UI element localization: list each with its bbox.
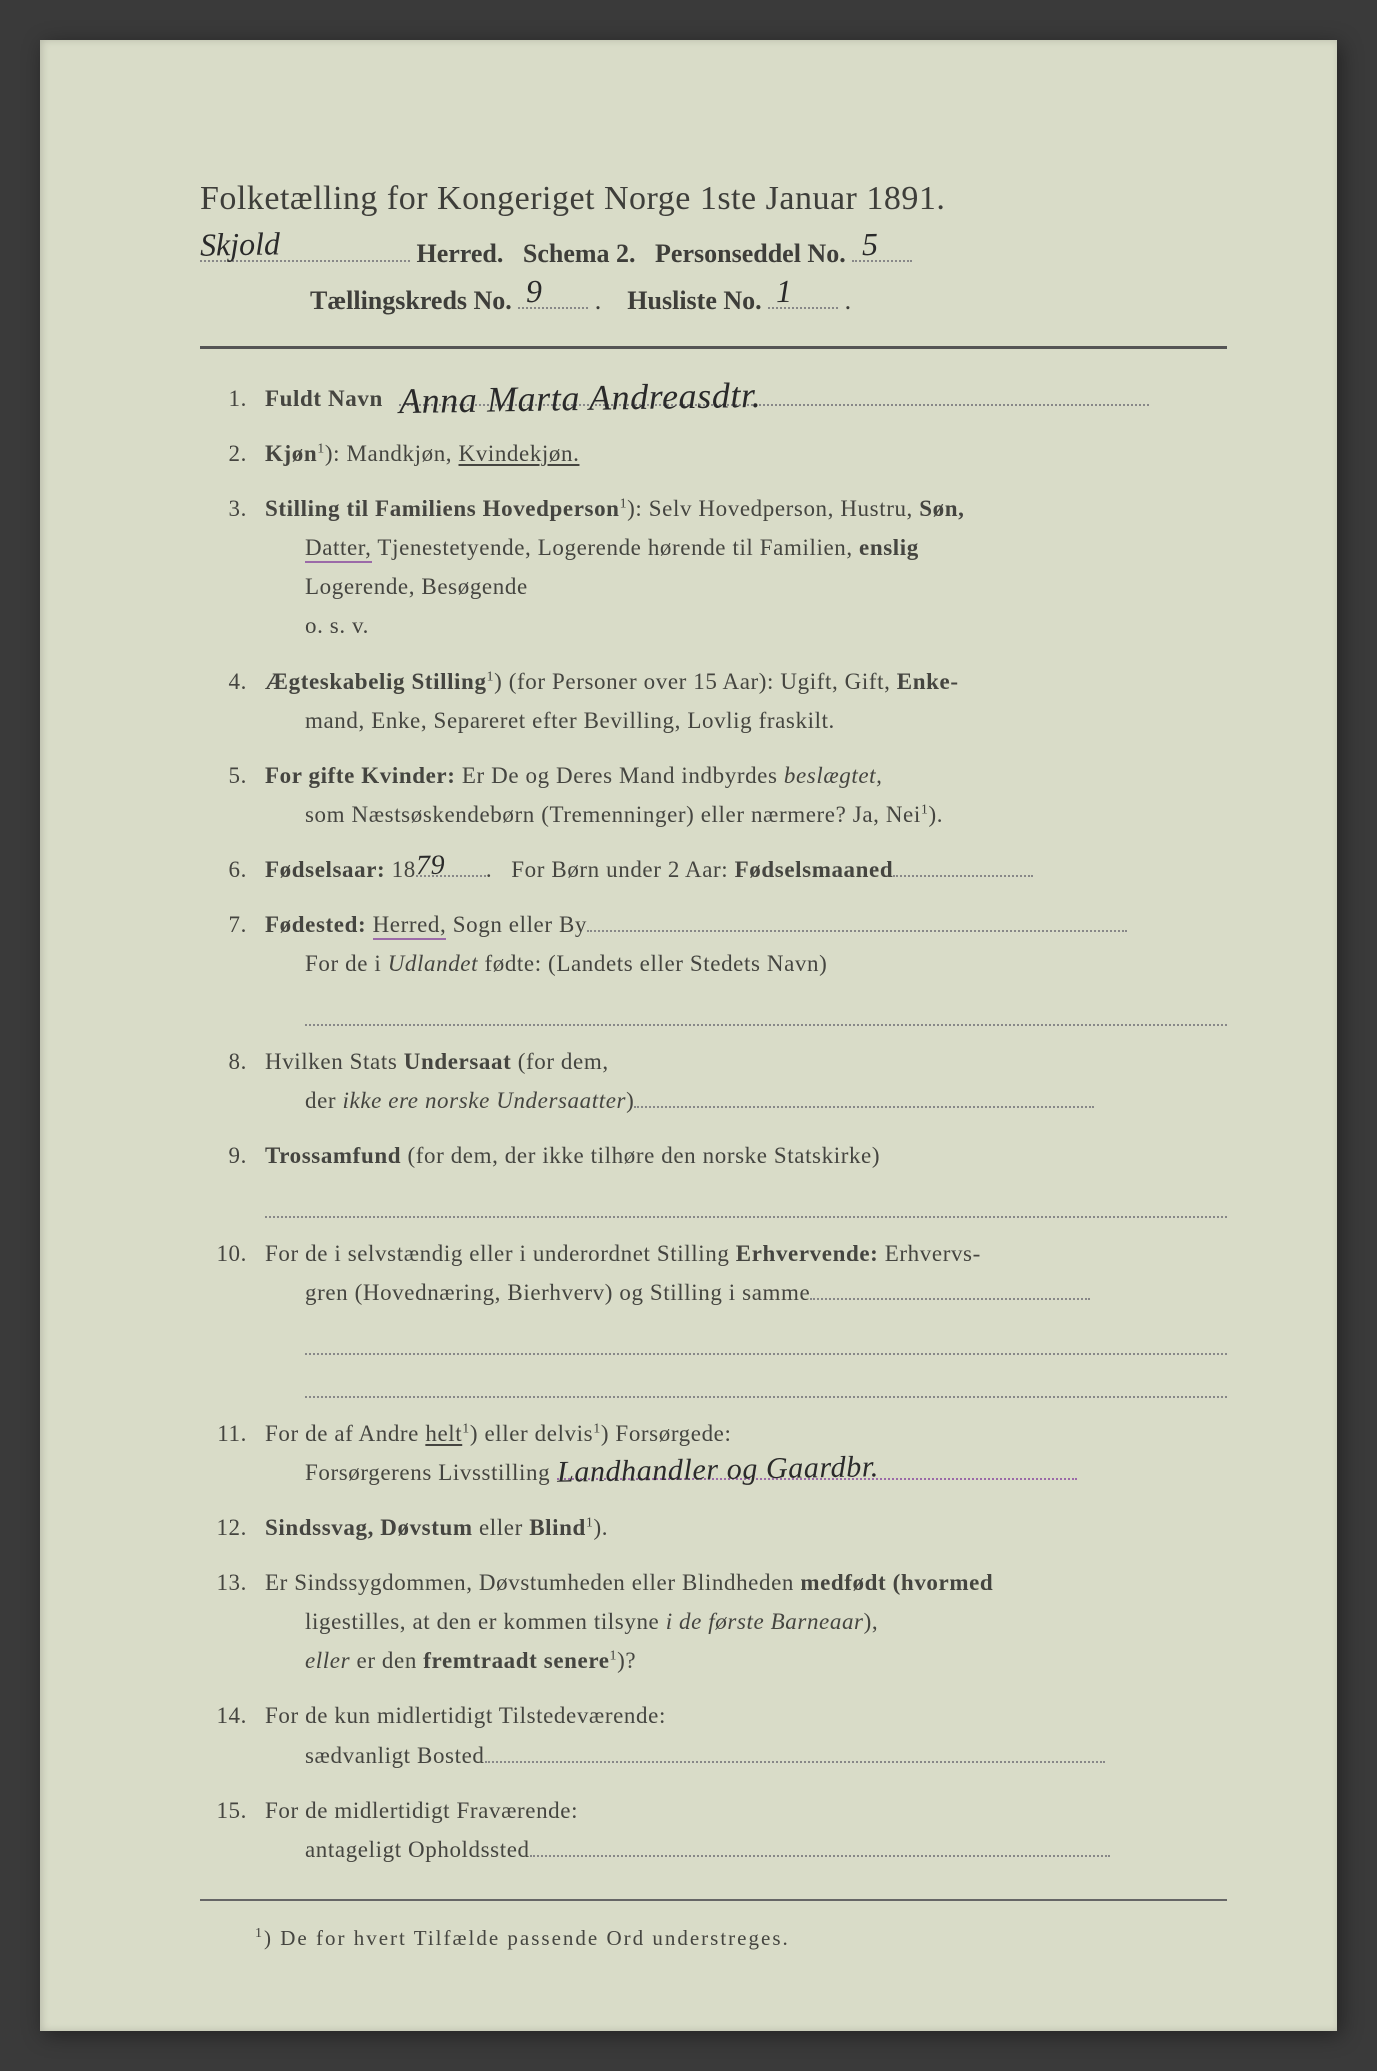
- label: Fuldt Navn: [265, 386, 383, 411]
- row-5: 5. For gifte Kvinder: Er De og Deres Man…: [210, 756, 1227, 834]
- taellingskreds-hw: 9: [526, 273, 543, 310]
- row-num: 7.: [210, 905, 265, 1026]
- husliste-label: Husliste No.: [627, 286, 761, 315]
- name-hw: Anna Marta Andreasdtr.: [399, 365, 762, 432]
- row-num: 13.: [210, 1563, 265, 1680]
- row-num: 5.: [210, 756, 265, 834]
- row-num: 10.: [210, 1234, 265, 1398]
- row-num: 6.: [210, 850, 265, 889]
- herred-fill: Skjold: [200, 236, 410, 269]
- row-num: 1.: [210, 379, 265, 418]
- herred-label: Herred.: [417, 239, 504, 268]
- row-num: 15.: [210, 1791, 265, 1869]
- header-line-2: Skjold Herred. Schema 2. Personseddel No…: [200, 236, 1227, 269]
- footnote: 1) De for hvert Tilfælde passende Ord un…: [200, 1926, 1227, 1951]
- row-4: 4. Ægteskabelig Stilling1) (for Personer…: [210, 662, 1227, 740]
- livsstilling-hw: Landhandler og Gaardbr.: [556, 1441, 879, 1498]
- row-num: 3.: [210, 489, 265, 645]
- row-1: 1. Fuldt Navn Anna Marta Andreasdtr.: [210, 379, 1227, 418]
- row-6: 6. Fødselsaar: 1879. For Børn under 2 Aa…: [210, 850, 1227, 889]
- divider-top: [200, 346, 1227, 349]
- herred-underlined: Herred,: [373, 912, 447, 940]
- personseddel-hw: 5: [862, 226, 879, 263]
- taellingskreds-fill: 9: [518, 283, 588, 316]
- row-10: 10. For de i selvstændig eller i underor…: [210, 1234, 1227, 1398]
- row-8: 8. Hvilken Stats Undersaat (for dem, der…: [210, 1042, 1227, 1120]
- form-body: 1. Fuldt Navn Anna Marta Andreasdtr. 2. …: [200, 379, 1227, 1869]
- husliste-fill: 1: [768, 283, 838, 316]
- herred-handwriting: Skjold: [200, 226, 281, 264]
- header-line-3: Tællingskreds No. 9 . Husliste No. 1 .: [200, 283, 1227, 316]
- row-13: 13. Er Sindssygdommen, Døvstumheden elle…: [210, 1563, 1227, 1680]
- kvindekjon-underlined: Kvindekjøn.: [459, 441, 580, 466]
- row-2: 2. Kjøn1): Mandkjøn, Kvindekjøn.: [210, 434, 1227, 473]
- row-14: 14. For de kun midlertidigt Tilstedevære…: [210, 1696, 1227, 1774]
- census-form-page: Folketælling for Kongeriget Norge 1ste J…: [40, 40, 1337, 2031]
- schema-label: Schema 2.: [523, 239, 636, 268]
- name-fill: Anna Marta Andreasdtr.: [399, 379, 1149, 418]
- row-12: 12. Sindssvag, Døvstum eller Blind1).: [210, 1508, 1227, 1547]
- row-3: 3. Stilling til Familiens Hovedperson1):…: [210, 489, 1227, 645]
- taellingskreds-label: Tællingskreds No.: [310, 286, 512, 315]
- row-num: 14.: [210, 1696, 265, 1774]
- row-7: 7. Fødested: Herred, Sogn eller By For d…: [210, 905, 1227, 1026]
- form-header: Folketælling for Kongeriget Norge 1ste J…: [200, 180, 1227, 316]
- personseddel-label: Personseddel No.: [655, 239, 846, 268]
- row-num: 8.: [210, 1042, 265, 1120]
- birthyear-hw: 79: [415, 841, 445, 889]
- row-num: 11.: [210, 1414, 265, 1492]
- row-11: 11. For de af Andre helt1) eller delvis1…: [210, 1414, 1227, 1492]
- divider-bottom: [200, 1899, 1227, 1901]
- row-9: 9. Trossamfund (for dem, der ikke tilhør…: [210, 1136, 1227, 1218]
- datter-underlined: Datter,: [305, 535, 372, 563]
- personseddel-fill: 5: [852, 236, 912, 269]
- husliste-hw: 1: [776, 273, 793, 310]
- main-title: Folketælling for Kongeriget Norge 1ste J…: [200, 180, 1227, 218]
- row-num: 12.: [210, 1508, 265, 1547]
- row-num: 4.: [210, 662, 265, 740]
- row-15: 15. For de midlertidigt Fraværende: anta…: [210, 1791, 1227, 1869]
- row-num: 2.: [210, 434, 265, 473]
- row-num: 9.: [210, 1136, 265, 1218]
